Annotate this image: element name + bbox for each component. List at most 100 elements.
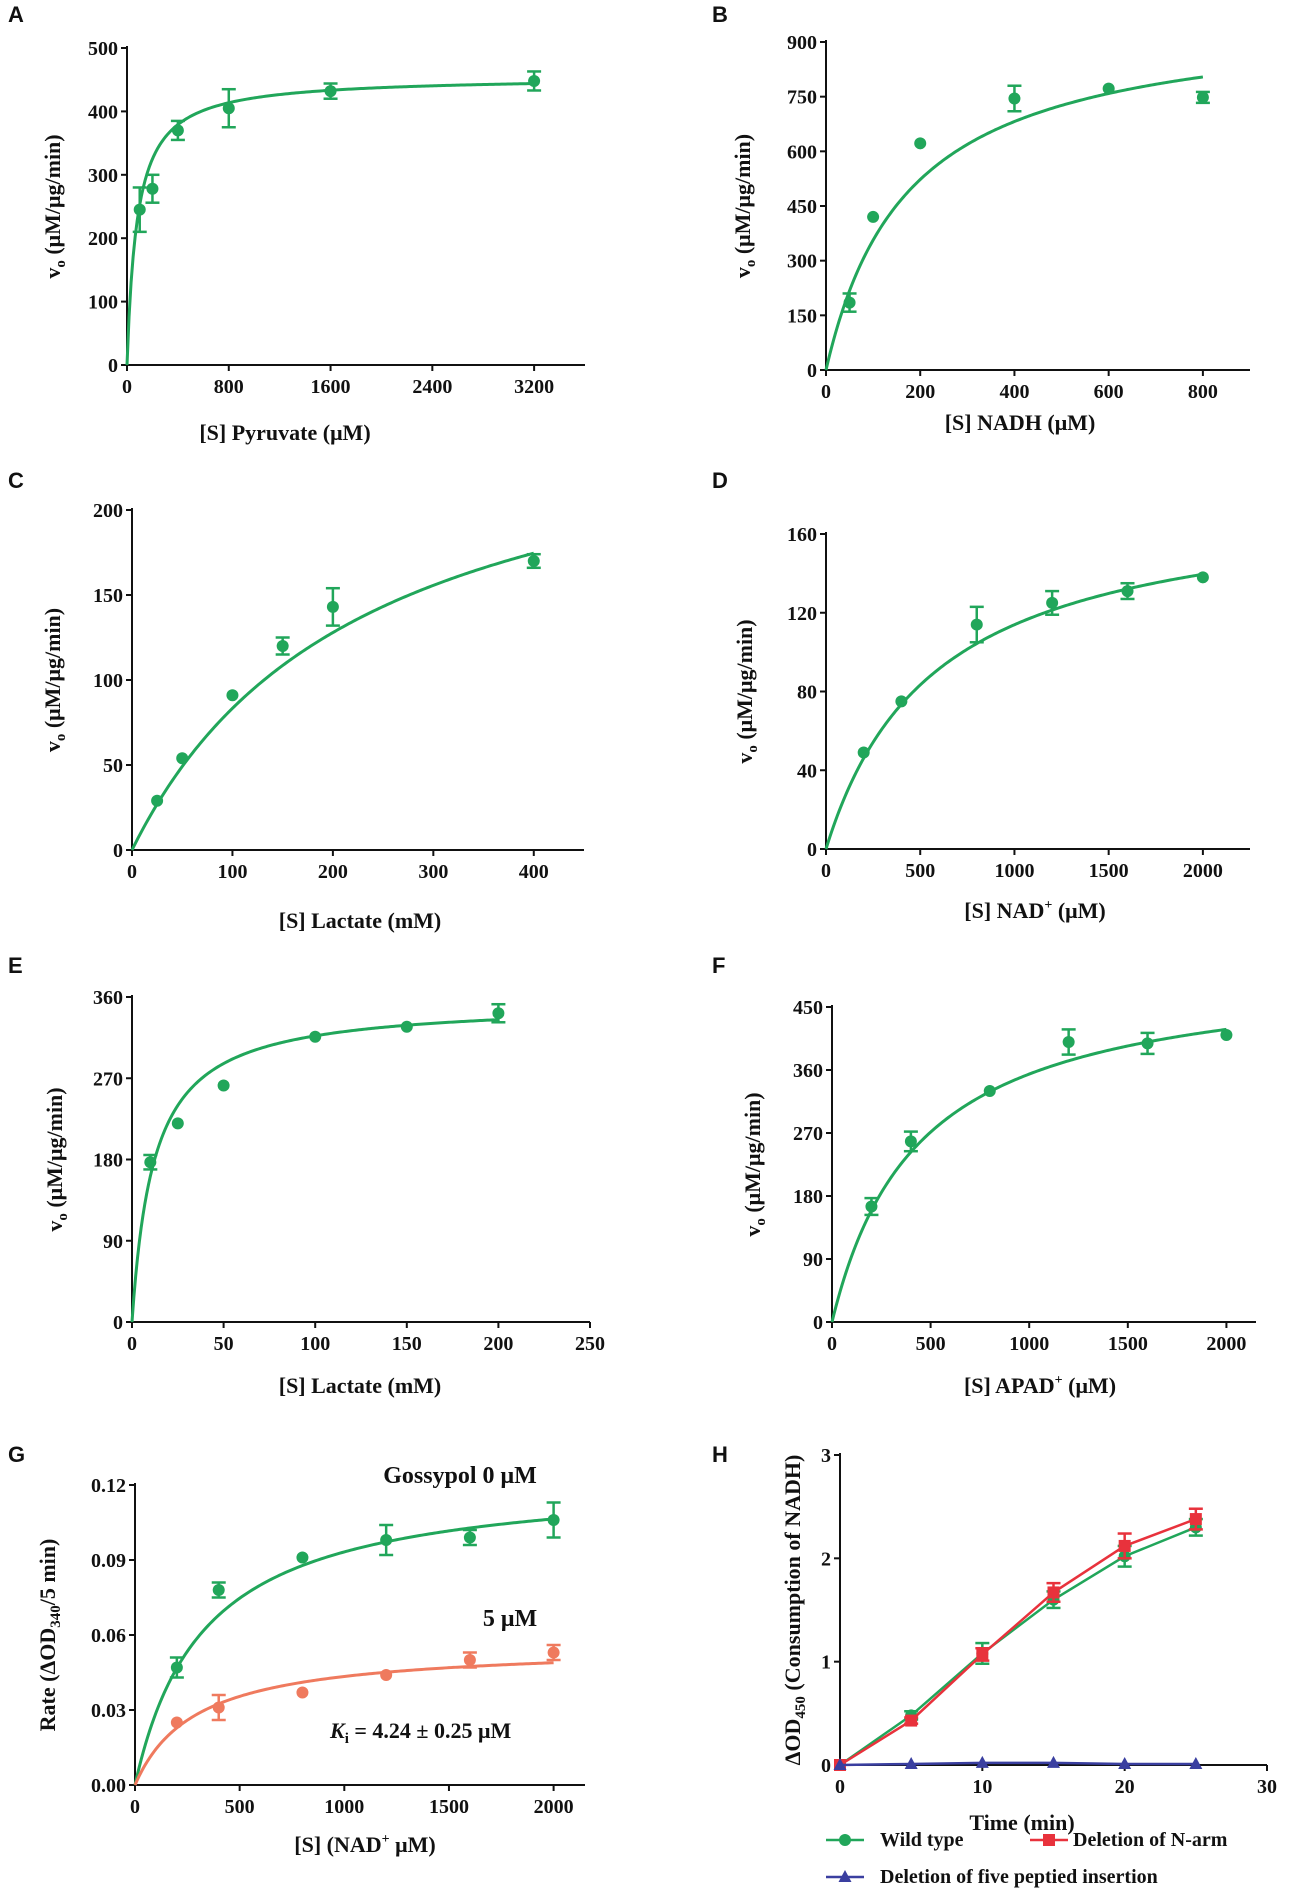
panel-letter: G — [8, 1442, 25, 1467]
x-tick-label: 400 — [999, 381, 1029, 403]
panel-letter: D — [712, 468, 728, 493]
panel-H: H 0 10 20 30 0 1 2 3 Time (min) ΔOD450 (Consumptio… — [712, 1442, 1277, 1888]
y-tick-label: 360 — [793, 1060, 823, 1082]
data-point — [226, 689, 239, 702]
y-axis-label: vo (μM/μg/min) — [732, 619, 761, 763]
fit-curve — [830, 1027, 1227, 1323]
data-point — [905, 1714, 918, 1727]
y-tick-label: 750 — [787, 87, 817, 109]
data-point — [276, 640, 289, 652]
x-tick-label: 400 — [519, 861, 549, 883]
y-tick-label: 300 — [787, 251, 817, 273]
x-tick-label: 800 — [214, 376, 244, 398]
x-tick-label: 0 — [127, 1333, 137, 1355]
fit-curve — [824, 572, 1204, 850]
y-tick-label: 450 — [787, 196, 817, 218]
data-point — [1196, 571, 1209, 584]
x-tick-label: 0 — [821, 860, 831, 882]
panel-letter: F — [712, 953, 725, 978]
data-point — [176, 752, 189, 765]
annotation-ki: Ki = 4.24 ± 0.25 μM — [329, 1718, 511, 1747]
x-tick-label: 2000 — [1183, 860, 1223, 882]
data-point — [326, 600, 339, 613]
data-point — [904, 1135, 917, 1148]
legend-marker — [838, 1870, 852, 1882]
y-axis-label: ΔOD450 (Consumption of NADH) — [780, 1455, 809, 1766]
panel-A: A 0 800 1600 2400 3200 0 100 200 300 400 500 [S] Pyr… — [8, 2, 585, 445]
legend-marker — [1043, 1834, 1055, 1846]
y-tick-label: 300 — [88, 165, 118, 187]
x-axis-label: [S] (NAD+ μM) — [294, 1832, 435, 1857]
x-tick-label: 1600 — [311, 376, 351, 398]
x-tick-label: 250 — [575, 1333, 605, 1355]
data-point — [492, 1007, 505, 1020]
x-axis-label: Time (min) — [969, 1810, 1074, 1835]
data-point — [1118, 1756, 1132, 1769]
data-point — [1046, 596, 1059, 609]
data-point — [547, 1646, 560, 1659]
data-point — [400, 1020, 413, 1033]
panel-G: G 0 500 1000 1500 2000 0.00 0.03 0.06 0.09 0.12 [S]… — [8, 1442, 585, 1857]
x-tick-label: 100 — [217, 861, 247, 883]
data-point — [324, 85, 337, 98]
data-point — [146, 182, 159, 195]
y-axis-label: vo (μM/μg/min) — [730, 134, 759, 278]
data-point — [170, 1716, 183, 1729]
panel-letter: A — [8, 2, 24, 27]
data-point — [970, 618, 983, 631]
panel-C: C 0 100 200 300 400 0 50 100 150 200 [S] Lactate (m… — [8, 468, 584, 933]
x-axis-label: [S] Lactate (mM) — [279, 1373, 442, 1398]
y-tick-label: 2 — [821, 1548, 831, 1570]
x-tick-label: 20 — [1115, 1776, 1135, 1798]
fit-curve — [824, 75, 1204, 371]
legend-marker — [839, 1834, 851, 1846]
data-point — [212, 1701, 225, 1714]
data-point — [1121, 585, 1134, 598]
data-point — [976, 1648, 989, 1661]
y-tick-label: 400 — [88, 101, 118, 123]
y-tick-label: 0.00 — [91, 1775, 126, 1797]
data-point — [296, 1686, 309, 1699]
panel-letter: C — [8, 468, 24, 493]
y-tick-label: 600 — [787, 141, 817, 163]
data-point — [217, 1079, 230, 1092]
series-data — [830, 1027, 1233, 1323]
y-tick-label: 100 — [88, 292, 118, 314]
x-tick-label: 500 — [225, 1796, 255, 1818]
panel-letter: E — [8, 953, 23, 978]
x-tick-label: 500 — [916, 1333, 946, 1355]
y-tick-label: 0.06 — [91, 1625, 126, 1647]
fit-curve — [125, 82, 535, 366]
x-tick-label: 0 — [130, 1796, 140, 1818]
data-point — [1047, 1755, 1060, 1768]
x-tick-label: 2000 — [1206, 1333, 1246, 1355]
panel-letter: H — [712, 1442, 728, 1467]
series-5-m — [133, 1643, 561, 1786]
data-point — [1220, 1029, 1233, 1041]
x-tick-label: 1500 — [429, 1796, 469, 1818]
data-point — [1008, 92, 1021, 105]
data-point — [983, 1085, 996, 1097]
panel-letter: B — [712, 2, 728, 27]
y-tick-label: 80 — [797, 682, 817, 704]
data-point — [833, 1758, 847, 1770]
y-axis-label: vo (μM/μg/min) — [740, 1092, 769, 1236]
y-tick-label: 90 — [803, 1249, 823, 1271]
data-point — [171, 1117, 184, 1130]
data-point — [867, 210, 880, 223]
series-data — [130, 1002, 506, 1323]
y-tick-label: 0 — [807, 360, 817, 382]
data-point — [1118, 1539, 1131, 1552]
data-point — [857, 746, 870, 759]
y-tick-label: 0 — [813, 1312, 823, 1334]
fit-curve — [133, 1661, 554, 1786]
series-line — [839, 1517, 1197, 1767]
data-point — [380, 1669, 393, 1681]
series-data — [125, 70, 542, 366]
data-point — [144, 1156, 157, 1169]
x-tick-label: 200 — [905, 381, 935, 403]
y-tick-label: 200 — [88, 228, 118, 250]
data-point — [1047, 1586, 1060, 1599]
x-tick-label: 0 — [827, 1333, 837, 1355]
y-tick-label: 270 — [793, 1123, 823, 1145]
